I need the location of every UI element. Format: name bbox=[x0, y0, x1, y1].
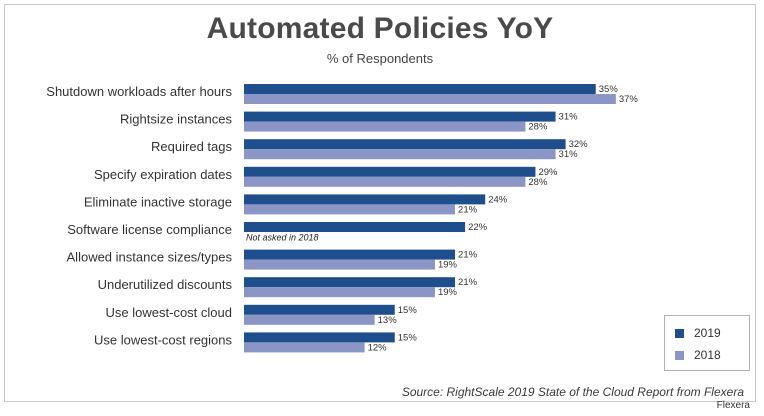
bar-2019 bbox=[244, 277, 456, 288]
bar-2018 bbox=[244, 176, 526, 187]
legend: 2019 2018 bbox=[664, 315, 750, 371]
data-label-2019: 21% bbox=[458, 277, 478, 288]
data-label-2019: 22% bbox=[468, 222, 488, 233]
chart-title: Automated Policies YoY bbox=[206, 12, 554, 45]
data-label-2018: 21% bbox=[458, 204, 478, 215]
category-label: Rightsize instances bbox=[120, 112, 232, 127]
data-label-2018: 19% bbox=[438, 287, 458, 298]
category-label: Use lowest-cost regions bbox=[94, 332, 232, 347]
legend-item-2018: 2018 bbox=[675, 348, 721, 362]
category-label: Required tags bbox=[151, 139, 232, 154]
bar-2019 bbox=[244, 84, 596, 94]
bar-2018 bbox=[244, 259, 435, 270]
category-label: Shutdown workloads after hours bbox=[46, 84, 232, 99]
data-label-2019: 29% bbox=[538, 167, 558, 178]
data-label-2018: 28% bbox=[528, 177, 548, 188]
data-label-2019: 21% bbox=[458, 250, 478, 261]
bar-2019 bbox=[244, 304, 395, 315]
data-label-2019: 15% bbox=[398, 332, 418, 343]
legend-swatch-2018 bbox=[675, 350, 684, 360]
legend-item-2019: 2019 bbox=[675, 326, 721, 340]
source-note: Source: RightScale 2019 State of the Clo… bbox=[401, 385, 744, 399]
category-label: Use lowest-cost cloud bbox=[106, 305, 232, 320]
data-label-2019: 24% bbox=[488, 194, 508, 205]
data-label-2018: 37% bbox=[619, 94, 639, 105]
brand-label: Flexera bbox=[716, 400, 750, 411]
bar-2019 bbox=[244, 166, 536, 177]
category-label: Underutilized discounts bbox=[98, 277, 233, 292]
category-label: Eliminate inactive storage bbox=[84, 194, 232, 209]
data-label-2019: 32% bbox=[569, 139, 589, 150]
bar-2018 bbox=[244, 204, 456, 215]
data-label-2018: 12% bbox=[368, 342, 388, 353]
bar-2018 bbox=[244, 149, 556, 160]
bar-2018 bbox=[244, 287, 435, 298]
category-label: Allowed instance sizes/types bbox=[67, 250, 233, 265]
category-label: Specify expiration dates bbox=[94, 167, 233, 182]
chart-subtitle: % of Respondents bbox=[326, 51, 434, 66]
data-label-2018: 31% bbox=[559, 149, 579, 160]
category-label: Software license compliance bbox=[67, 222, 232, 237]
bar-2018 bbox=[244, 94, 616, 104]
bar-2019 bbox=[244, 194, 486, 205]
bar-2018 bbox=[244, 121, 526, 132]
data-label-2019: 15% bbox=[398, 305, 418, 316]
annotation-not-asked: Not asked in 2018 bbox=[246, 233, 319, 243]
bar-2018 bbox=[244, 342, 365, 353]
data-label-2018: 19% bbox=[438, 260, 458, 271]
data-label-2018: 13% bbox=[378, 315, 398, 326]
data-label-2019: 35% bbox=[599, 84, 619, 95]
bar-2019 bbox=[244, 332, 395, 343]
bar-2019 bbox=[244, 222, 466, 232]
legend-label-2018: 2018 bbox=[694, 348, 721, 362]
bar-2019 bbox=[244, 249, 456, 260]
bar-2019 bbox=[244, 139, 566, 150]
data-label-2019: 31% bbox=[559, 112, 579, 123]
legend-swatch-2019 bbox=[675, 328, 684, 338]
data-label-2018: 28% bbox=[528, 122, 548, 133]
legend-label-2019: 2019 bbox=[694, 326, 721, 340]
bar-2018 bbox=[244, 314, 375, 325]
bar-2019 bbox=[244, 111, 556, 122]
